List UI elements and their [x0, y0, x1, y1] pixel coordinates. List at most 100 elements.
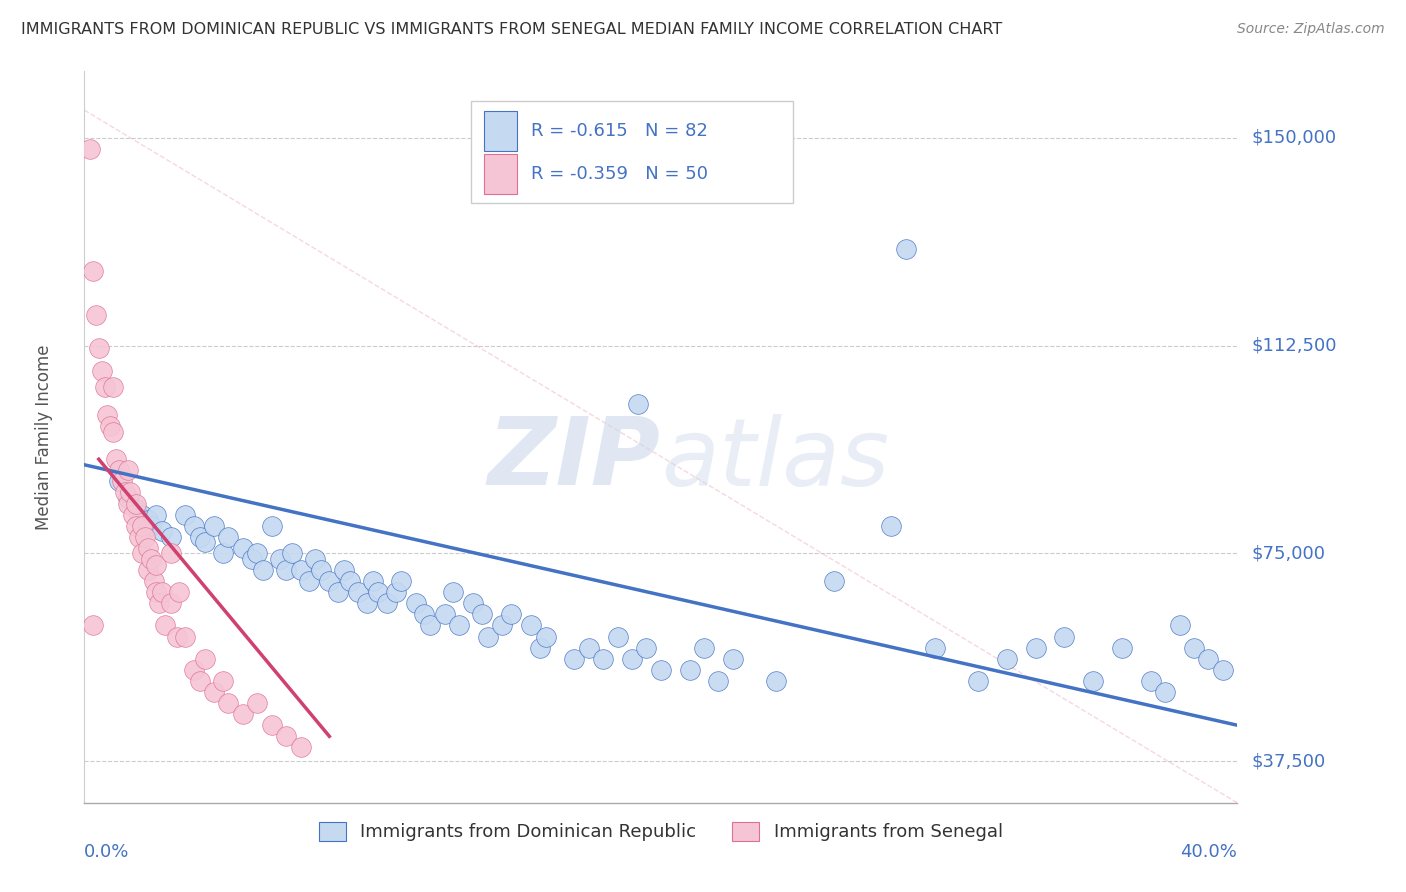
Point: [145, 508, 167, 522]
Point: [471, 607, 494, 622]
Point: [82, 618, 104, 632]
Point: [650, 663, 672, 677]
Point: [995, 651, 1018, 665]
Point: [131, 518, 153, 533]
Point: [924, 640, 946, 655]
Text: $150,000: $150,000: [1251, 128, 1336, 147]
Point: [117, 497, 139, 511]
Point: [188, 673, 211, 688]
Point: [276, 729, 298, 743]
Point: [449, 618, 471, 632]
Point: [520, 618, 543, 632]
Point: [621, 651, 644, 665]
Point: [134, 530, 156, 544]
Point: [120, 485, 142, 500]
Point: [333, 563, 356, 577]
Point: [174, 630, 197, 644]
Point: [105, 452, 128, 467]
Point: [578, 640, 600, 655]
Point: [413, 607, 436, 622]
Point: [240, 552, 263, 566]
Point: [202, 685, 225, 699]
Point: [1168, 618, 1191, 632]
Point: [145, 585, 167, 599]
Point: [117, 491, 139, 505]
Point: [131, 508, 153, 522]
Point: [183, 663, 205, 677]
Point: [405, 596, 427, 610]
Point: [96, 408, 118, 422]
Point: [218, 530, 240, 544]
Point: [160, 596, 183, 610]
Point: [276, 563, 298, 577]
Text: R = -0.615   N = 82: R = -0.615 N = 82: [530, 122, 707, 140]
Point: [318, 574, 340, 589]
Point: [491, 618, 513, 632]
Text: ZIP: ZIP: [488, 413, 661, 505]
Point: [90, 363, 112, 377]
Point: [218, 696, 240, 710]
Text: IMMIGRANTS FROM DOMINICAN REPUBLIC VS IMMIGRANTS FROM SENEGAL MEDIAN FAMILY INCO: IMMIGRANTS FROM DOMINICAN REPUBLIC VS IM…: [21, 22, 1002, 37]
Point: [679, 663, 702, 677]
Point: [894, 242, 917, 256]
Point: [367, 585, 389, 599]
Point: [139, 518, 162, 533]
Point: [1083, 673, 1105, 688]
Point: [463, 596, 485, 610]
Point: [281, 546, 304, 560]
Point: [592, 651, 614, 665]
Text: R = -0.359   N = 50: R = -0.359 N = 50: [530, 165, 707, 184]
Point: [1198, 651, 1220, 665]
Point: [339, 574, 361, 589]
Point: [211, 546, 233, 560]
Point: [166, 630, 188, 644]
Point: [246, 546, 269, 560]
Point: [211, 673, 233, 688]
Point: [194, 535, 217, 549]
Point: [148, 596, 170, 610]
Point: [150, 585, 173, 599]
Point: [252, 563, 274, 577]
Point: [169, 585, 191, 599]
Text: $37,500: $37,500: [1251, 752, 1326, 770]
Point: [433, 607, 456, 622]
Point: [1111, 640, 1133, 655]
Point: [131, 546, 153, 560]
Point: [174, 508, 197, 522]
Point: [136, 541, 159, 555]
Point: [128, 530, 150, 544]
Point: [290, 740, 312, 755]
Point: [136, 563, 159, 577]
Point: [103, 380, 124, 394]
Point: [183, 518, 205, 533]
Point: [82, 264, 104, 278]
Point: [529, 640, 551, 655]
FancyBboxPatch shape: [471, 101, 793, 203]
Point: [246, 696, 269, 710]
Text: 0.0%: 0.0%: [84, 843, 129, 861]
Point: [150, 524, 173, 539]
Text: atlas: atlas: [661, 414, 889, 505]
Point: [93, 380, 115, 394]
Point: [136, 513, 159, 527]
Point: [721, 651, 744, 665]
Point: [117, 463, 139, 477]
Point: [564, 651, 586, 665]
Point: [880, 518, 903, 533]
Point: [103, 425, 124, 439]
Text: Median Family Income: Median Family Income: [35, 344, 53, 530]
Point: [1212, 663, 1234, 677]
Point: [108, 475, 131, 489]
Point: [391, 574, 413, 589]
Point: [111, 475, 134, 489]
Point: [142, 574, 165, 589]
Point: [114, 485, 136, 500]
Point: [108, 463, 131, 477]
Point: [1154, 685, 1177, 699]
Point: [125, 497, 148, 511]
Point: [139, 552, 162, 566]
Point: [375, 596, 398, 610]
Point: [419, 618, 441, 632]
Text: 40.0%: 40.0%: [1181, 843, 1237, 861]
Point: [290, 563, 312, 577]
